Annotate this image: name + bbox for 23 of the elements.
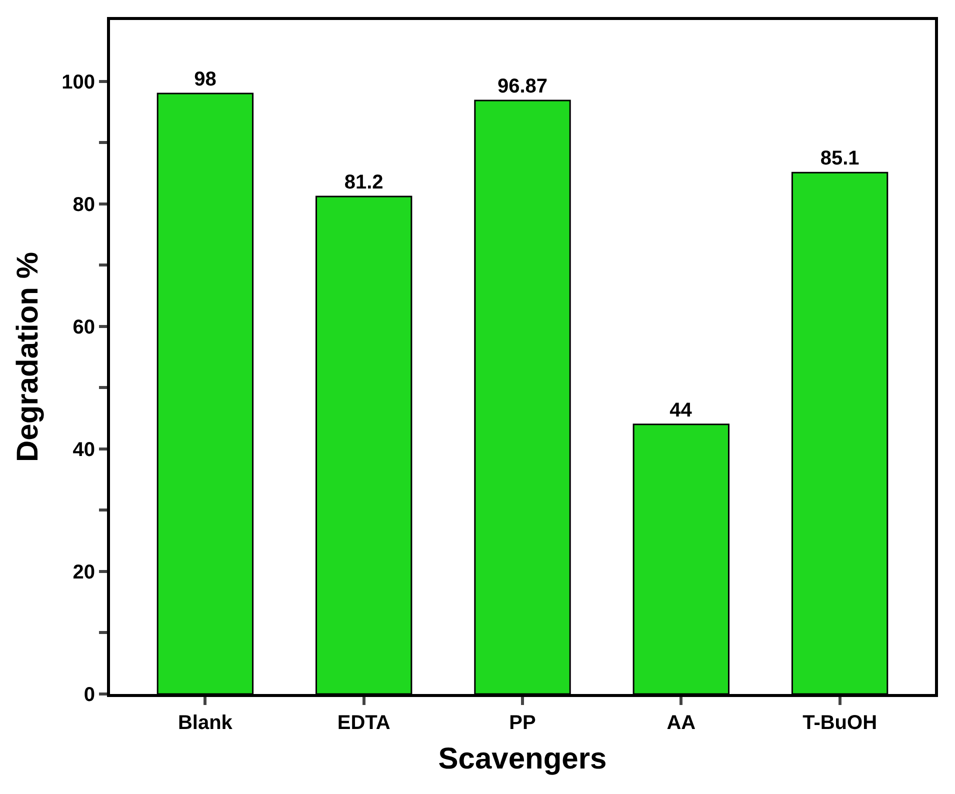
bar bbox=[474, 100, 571, 694]
bar bbox=[156, 92, 254, 694]
data-label: 44 bbox=[670, 399, 693, 422]
y-axis-title: Degradation % bbox=[12, 252, 45, 462]
data-label: 98 bbox=[194, 68, 216, 91]
bar bbox=[791, 172, 888, 694]
y-tick-label: 0 bbox=[84, 684, 95, 706]
y-tick-label: 60 bbox=[72, 316, 95, 338]
data-label: 81.2 bbox=[344, 171, 384, 194]
bar bbox=[316, 196, 412, 694]
x-tick-label: EDTA bbox=[337, 712, 390, 734]
y-tick-label: 100 bbox=[62, 71, 95, 94]
bar bbox=[632, 424, 730, 694]
x-tick-label: AA bbox=[666, 712, 696, 734]
data-label: 85.1 bbox=[820, 148, 860, 170]
data-label: 96.87 bbox=[497, 75, 548, 98]
y-tick-label: 20 bbox=[72, 561, 95, 584]
x-tick-label: PP bbox=[509, 712, 536, 734]
x-tick-label: T-BuOH bbox=[802, 712, 878, 734]
y-tick-label: 80 bbox=[72, 194, 95, 216]
y-tick-label: 40 bbox=[72, 438, 95, 461]
x-tick-label: Blank bbox=[178, 712, 234, 734]
x-axis-title: Scavengers bbox=[438, 742, 607, 776]
